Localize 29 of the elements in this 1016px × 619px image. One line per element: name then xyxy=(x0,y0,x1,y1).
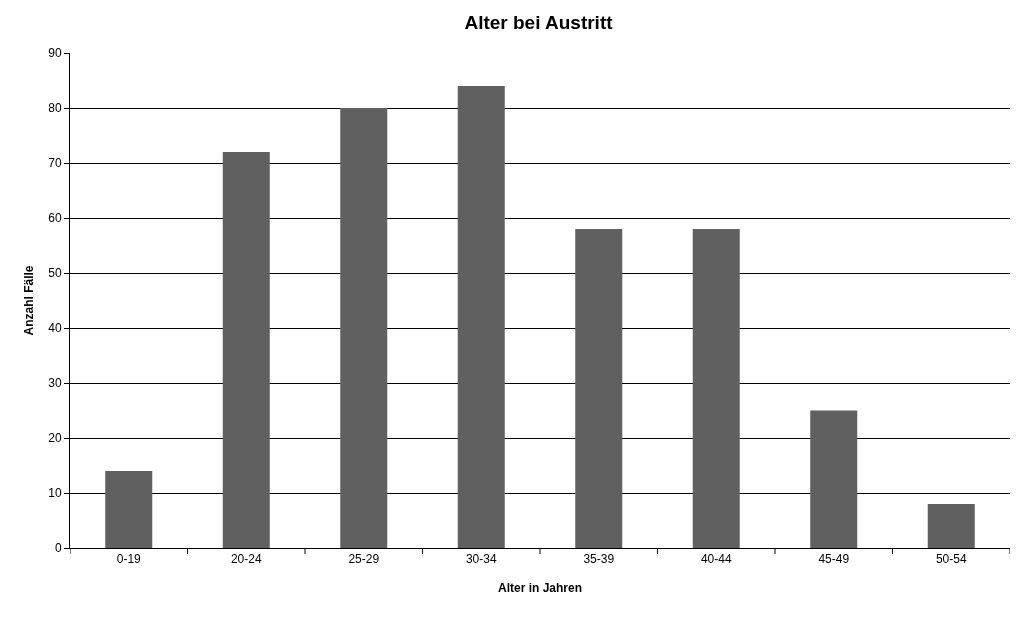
bar xyxy=(222,152,270,548)
x-tick-label: 0-19 xyxy=(116,552,142,567)
x-tick-label: 35-39 xyxy=(583,552,615,567)
bar xyxy=(692,229,740,548)
x-tick-label: 25-29 xyxy=(348,552,380,567)
y-tick-label: 50 xyxy=(48,266,62,281)
x-axis-title: Alter in Jahren xyxy=(497,581,583,596)
bar xyxy=(575,229,623,548)
bar xyxy=(810,410,858,548)
y-tick-label: 80 xyxy=(48,101,62,116)
x-tick-label: 30-34 xyxy=(465,552,497,567)
y-tick-label: 60 xyxy=(48,211,62,226)
y-tick-label: 10 xyxy=(48,486,62,501)
y-tick-label: 30 xyxy=(48,376,62,391)
bar xyxy=(105,471,153,548)
x-tick-label: 40-44 xyxy=(700,552,732,567)
bar xyxy=(340,108,388,548)
y-tick-label: 0 xyxy=(54,541,62,556)
y-tick-label: 40 xyxy=(48,321,62,336)
bar xyxy=(927,504,975,548)
y-tick-label: 90 xyxy=(48,46,62,61)
x-tick-label: 45-49 xyxy=(818,552,850,567)
y-tick-label: 70 xyxy=(48,156,62,171)
x-tick-label: 20-24 xyxy=(230,552,262,567)
y-axis-title: Anzahl Fälle xyxy=(21,265,36,336)
chart-title: Alter bei Austritt xyxy=(464,11,614,33)
bar xyxy=(457,86,505,548)
x-tick-label: 50-54 xyxy=(935,552,967,567)
y-tick-label: 20 xyxy=(48,431,62,446)
